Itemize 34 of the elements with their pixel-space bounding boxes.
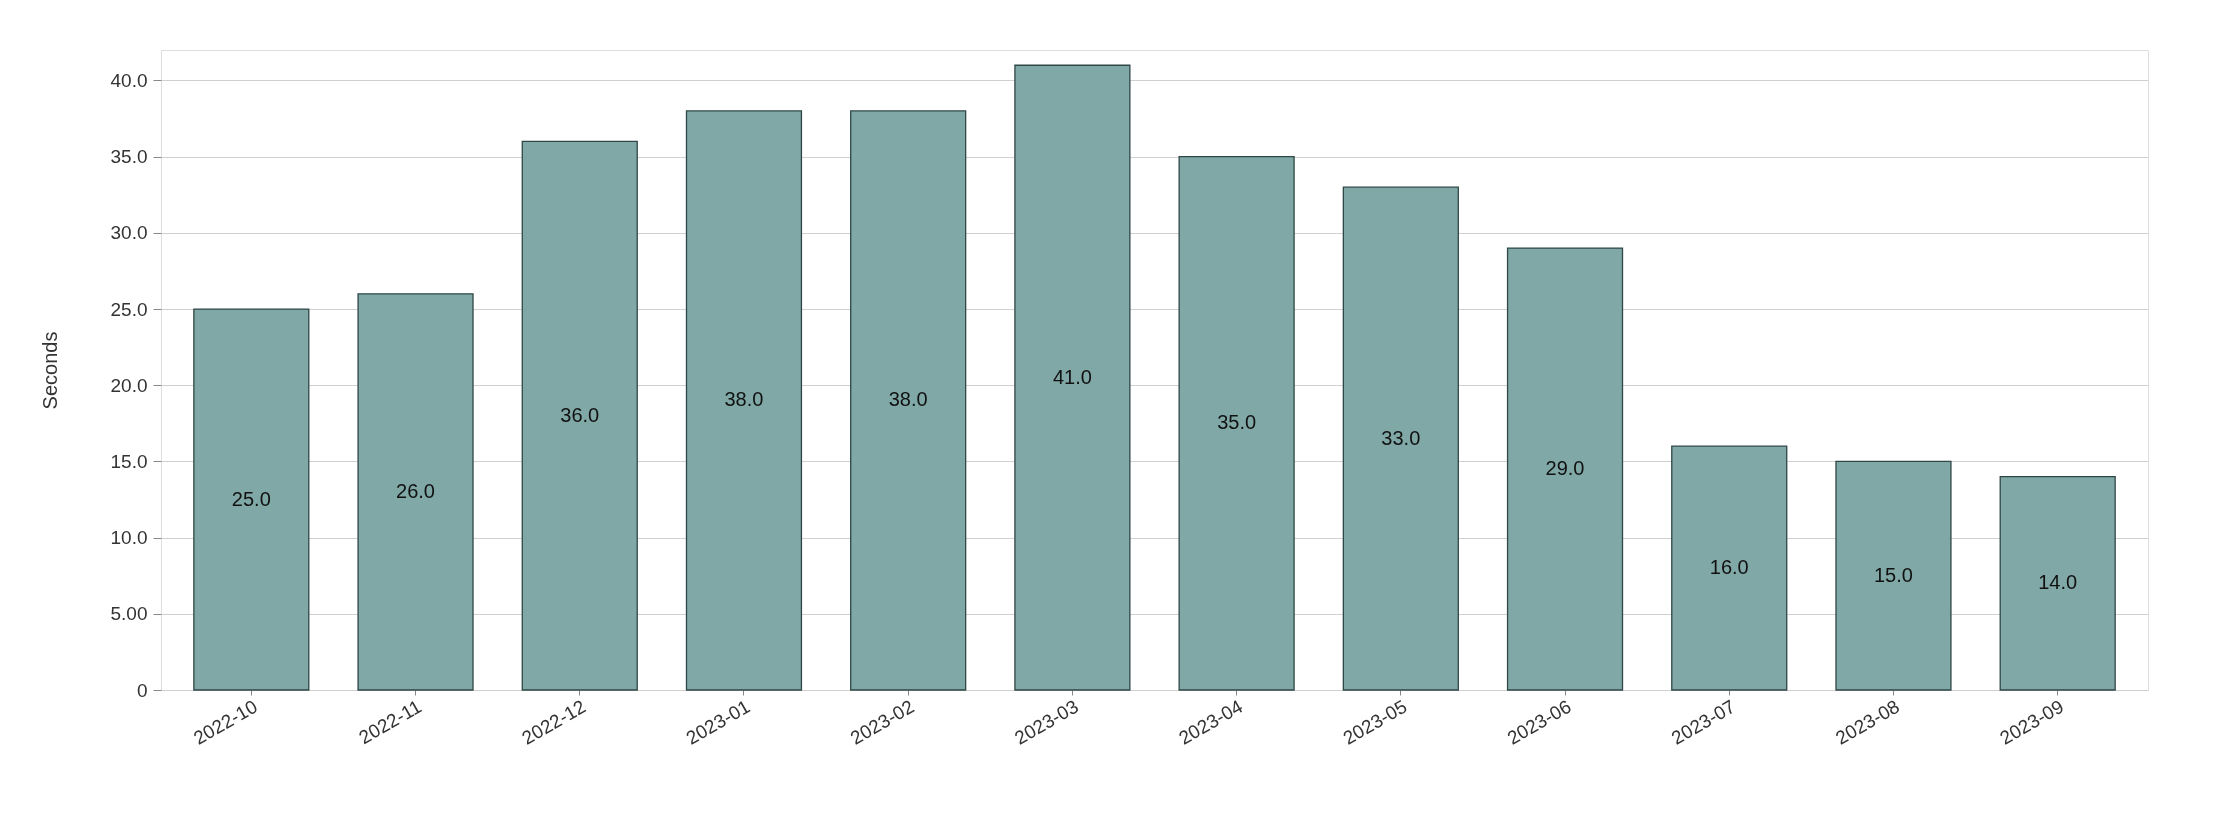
bar [521,140,638,691]
bar [1014,64,1131,691]
data-label: 25.0 [231,487,271,510]
data-label: 14.0 [2038,571,2078,594]
y-tick-label: 30.0 [110,222,148,244]
bar [1506,247,1624,691]
bar [850,110,967,691]
data-label: 35.0 [1217,411,1257,434]
data-label: 26.0 [396,479,435,502]
y-axis-title: Seconds [38,331,61,410]
data-label: 16.0 [1709,556,1749,579]
bar [1178,156,1295,691]
data-label: 36.0 [560,403,600,426]
bar [1671,445,1788,691]
data-label: 33.0 [1381,426,1421,449]
y-tick-label: 15.0 [110,450,148,472]
data-label: 38.0 [724,388,764,411]
bar [1999,476,2116,691]
y-tick-label: 20.0 [110,374,148,396]
data-label: 38.0 [888,388,928,411]
bar [1342,186,1459,691]
y-tick-label: 25.0 [110,298,148,320]
y-tick-label: 10.0 [110,527,148,549]
bar [193,308,310,691]
y-tick-label: 0 [136,679,148,701]
y-tick-label: 40.0 [110,69,148,91]
bar [357,293,474,691]
y-tick-label: 35.0 [110,146,148,168]
bar [685,110,803,691]
bar [1835,460,1952,691]
data-label: 15.0 [1874,563,1913,586]
data-label: 29.0 [1545,457,1585,480]
y-tick-label: 5.00 [110,603,148,625]
data-label: 41.0 [1052,365,1092,388]
